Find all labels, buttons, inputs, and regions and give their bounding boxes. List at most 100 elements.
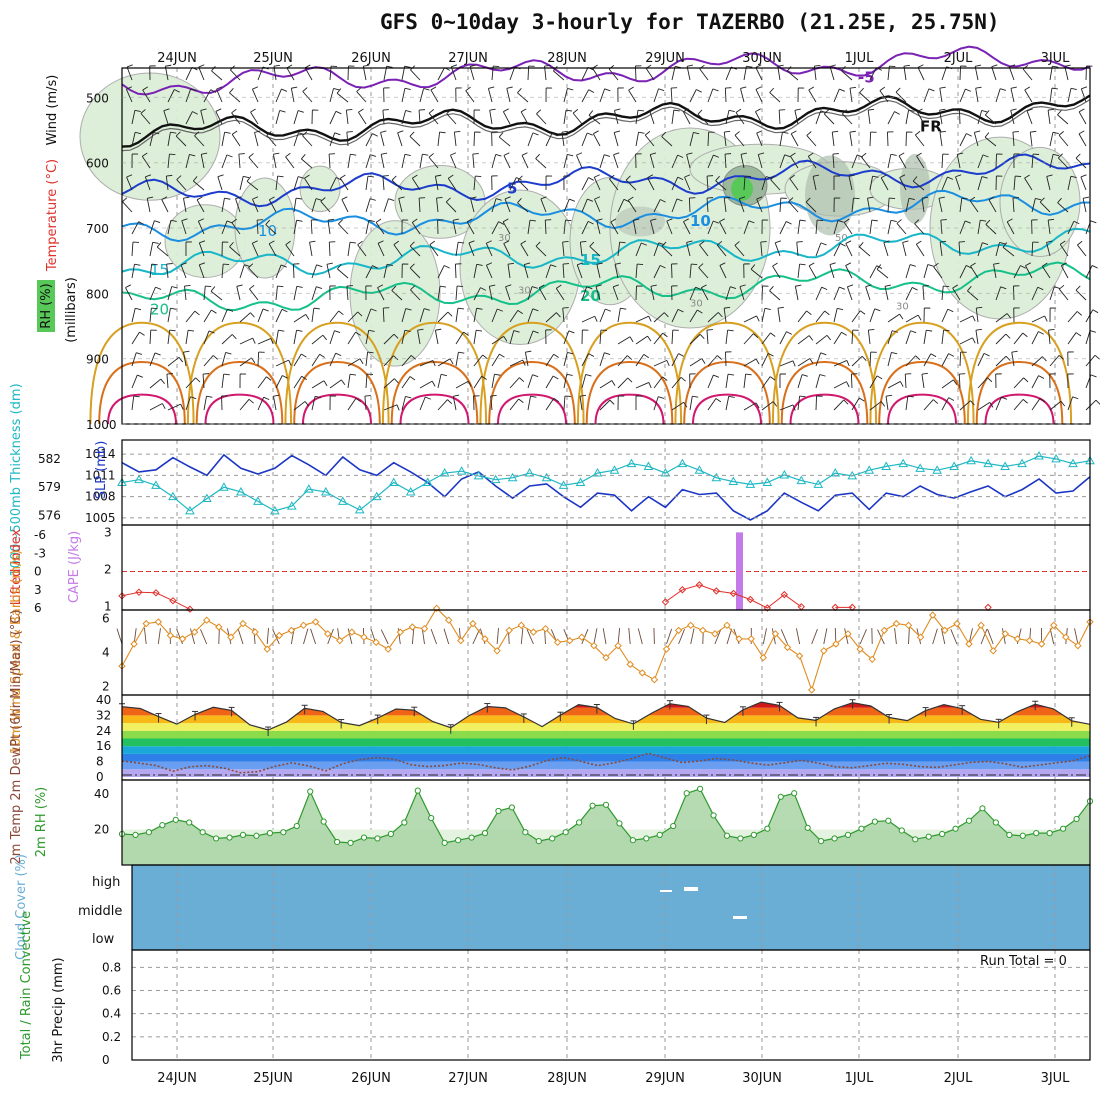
wind-barb-flag xyxy=(683,401,688,408)
wind-barb xyxy=(437,399,448,411)
wind-barb-flag xyxy=(858,397,865,402)
wind-barb-flag xyxy=(333,88,340,91)
rh-contour-label: 30 xyxy=(690,298,703,309)
wind-barb xyxy=(293,286,298,301)
wind-barb-flag xyxy=(305,314,310,320)
wind-barb-flag xyxy=(235,196,242,200)
wind-barb-flag xyxy=(1006,313,1012,319)
wind-barb-flag xyxy=(567,87,574,91)
wind-barb xyxy=(959,351,962,367)
wind-barb-flag xyxy=(713,154,720,158)
wind-barb-flag xyxy=(470,196,477,199)
wind-speed-marker xyxy=(1025,636,1034,645)
wind-barb-flag xyxy=(227,308,234,312)
wind-speed-marker xyxy=(602,653,610,662)
wind-barb xyxy=(808,89,817,103)
wind-barb xyxy=(365,374,368,389)
wind-speed-marker xyxy=(1001,630,1010,638)
wind-barb-flag xyxy=(320,197,326,202)
thickness-marker xyxy=(524,468,535,477)
temp-color-band xyxy=(122,738,1090,747)
wind-barb xyxy=(956,154,961,169)
thickness-line xyxy=(121,455,1091,512)
wind-barb-flag xyxy=(452,218,459,221)
wind-barb-flag xyxy=(777,306,784,309)
wind-barb-flag xyxy=(304,64,311,69)
wind-barb xyxy=(239,337,253,345)
wind-barb-flag xyxy=(531,286,538,289)
wind-barb-flag xyxy=(782,131,789,134)
wind-barb xyxy=(1049,154,1054,169)
wind-barb xyxy=(613,154,619,169)
wind-barb-flag xyxy=(134,131,142,135)
wind-barb-flag xyxy=(988,196,995,201)
axis-label-slp: SLP (mb) xyxy=(94,441,109,500)
wind-barb-flag xyxy=(849,86,857,89)
wind-barb xyxy=(535,245,547,257)
wind-barb-flag xyxy=(381,152,388,155)
wind-barb-flag xyxy=(699,334,705,340)
wind-barb xyxy=(1048,330,1051,345)
wind-speed-marker xyxy=(662,645,671,653)
wind-barb-flag xyxy=(494,373,501,376)
wind-barb-flag xyxy=(445,197,451,203)
isotherm-arch xyxy=(683,360,771,425)
wind-barb-flag xyxy=(644,130,651,136)
wind-speed-marker xyxy=(965,640,973,648)
wind-barb-flag xyxy=(503,240,510,244)
wind-barb xyxy=(939,242,943,257)
wind-barb-flag xyxy=(740,86,747,89)
wind-barb-flag xyxy=(692,395,699,398)
wind-barb-flag xyxy=(273,64,280,67)
wind-barb-flag xyxy=(1095,399,1100,405)
wind-barb-flag xyxy=(208,330,215,334)
wind-barb-flag xyxy=(610,218,617,223)
wind-barb xyxy=(472,154,475,169)
isotherm-line-secondary xyxy=(121,98,1091,152)
wind-barb-flag xyxy=(231,130,238,135)
rh-contour-region-moist xyxy=(900,153,930,224)
wind-barb-flag xyxy=(965,88,972,92)
wind-barb-flag xyxy=(417,328,424,331)
wind-barb xyxy=(311,380,325,389)
wind-barb xyxy=(491,154,497,169)
wind-barb xyxy=(993,264,997,279)
wind-barb xyxy=(815,310,826,323)
wind-barb xyxy=(285,244,295,257)
wind-barb xyxy=(849,132,853,147)
wind-barb-flag xyxy=(902,240,909,243)
wind-barb xyxy=(959,88,966,103)
wind-barb xyxy=(292,263,295,279)
wind-barb-flag xyxy=(327,218,335,221)
wind-barb xyxy=(198,264,205,279)
wind-barb-flag xyxy=(740,152,747,155)
wind-speed-marker xyxy=(1013,635,1022,643)
wind-barb-flag xyxy=(138,221,145,225)
rh-marker xyxy=(280,829,287,836)
wind-barb-flag xyxy=(301,154,306,160)
thickness-marker xyxy=(609,465,620,474)
wind-barb xyxy=(723,132,727,147)
wind-barb xyxy=(977,110,983,125)
isotherm-arch xyxy=(284,321,390,425)
wind-barb xyxy=(131,396,135,411)
wind-barb xyxy=(770,179,781,191)
wind-barb xyxy=(970,265,979,279)
wind-barb xyxy=(706,198,709,213)
wind-barb-flag xyxy=(588,89,595,93)
wind-barb xyxy=(975,308,979,323)
wind-barb xyxy=(504,198,511,213)
wind-barb-flag xyxy=(297,176,304,179)
wind-barb-flag xyxy=(423,88,430,91)
wind-barb-flag xyxy=(673,109,680,112)
wind-barb-flag xyxy=(586,286,593,290)
axis-label-rh: RH (%) xyxy=(39,283,54,328)
rh-marker xyxy=(777,793,784,800)
wind-barb-flag xyxy=(880,174,887,179)
wind-barb-10m xyxy=(472,629,480,645)
wind-barb xyxy=(221,334,233,345)
wind-barb-flag xyxy=(273,152,280,155)
wind-barb xyxy=(612,286,619,301)
wind-barb xyxy=(797,335,810,345)
thickness-marker xyxy=(456,466,467,475)
